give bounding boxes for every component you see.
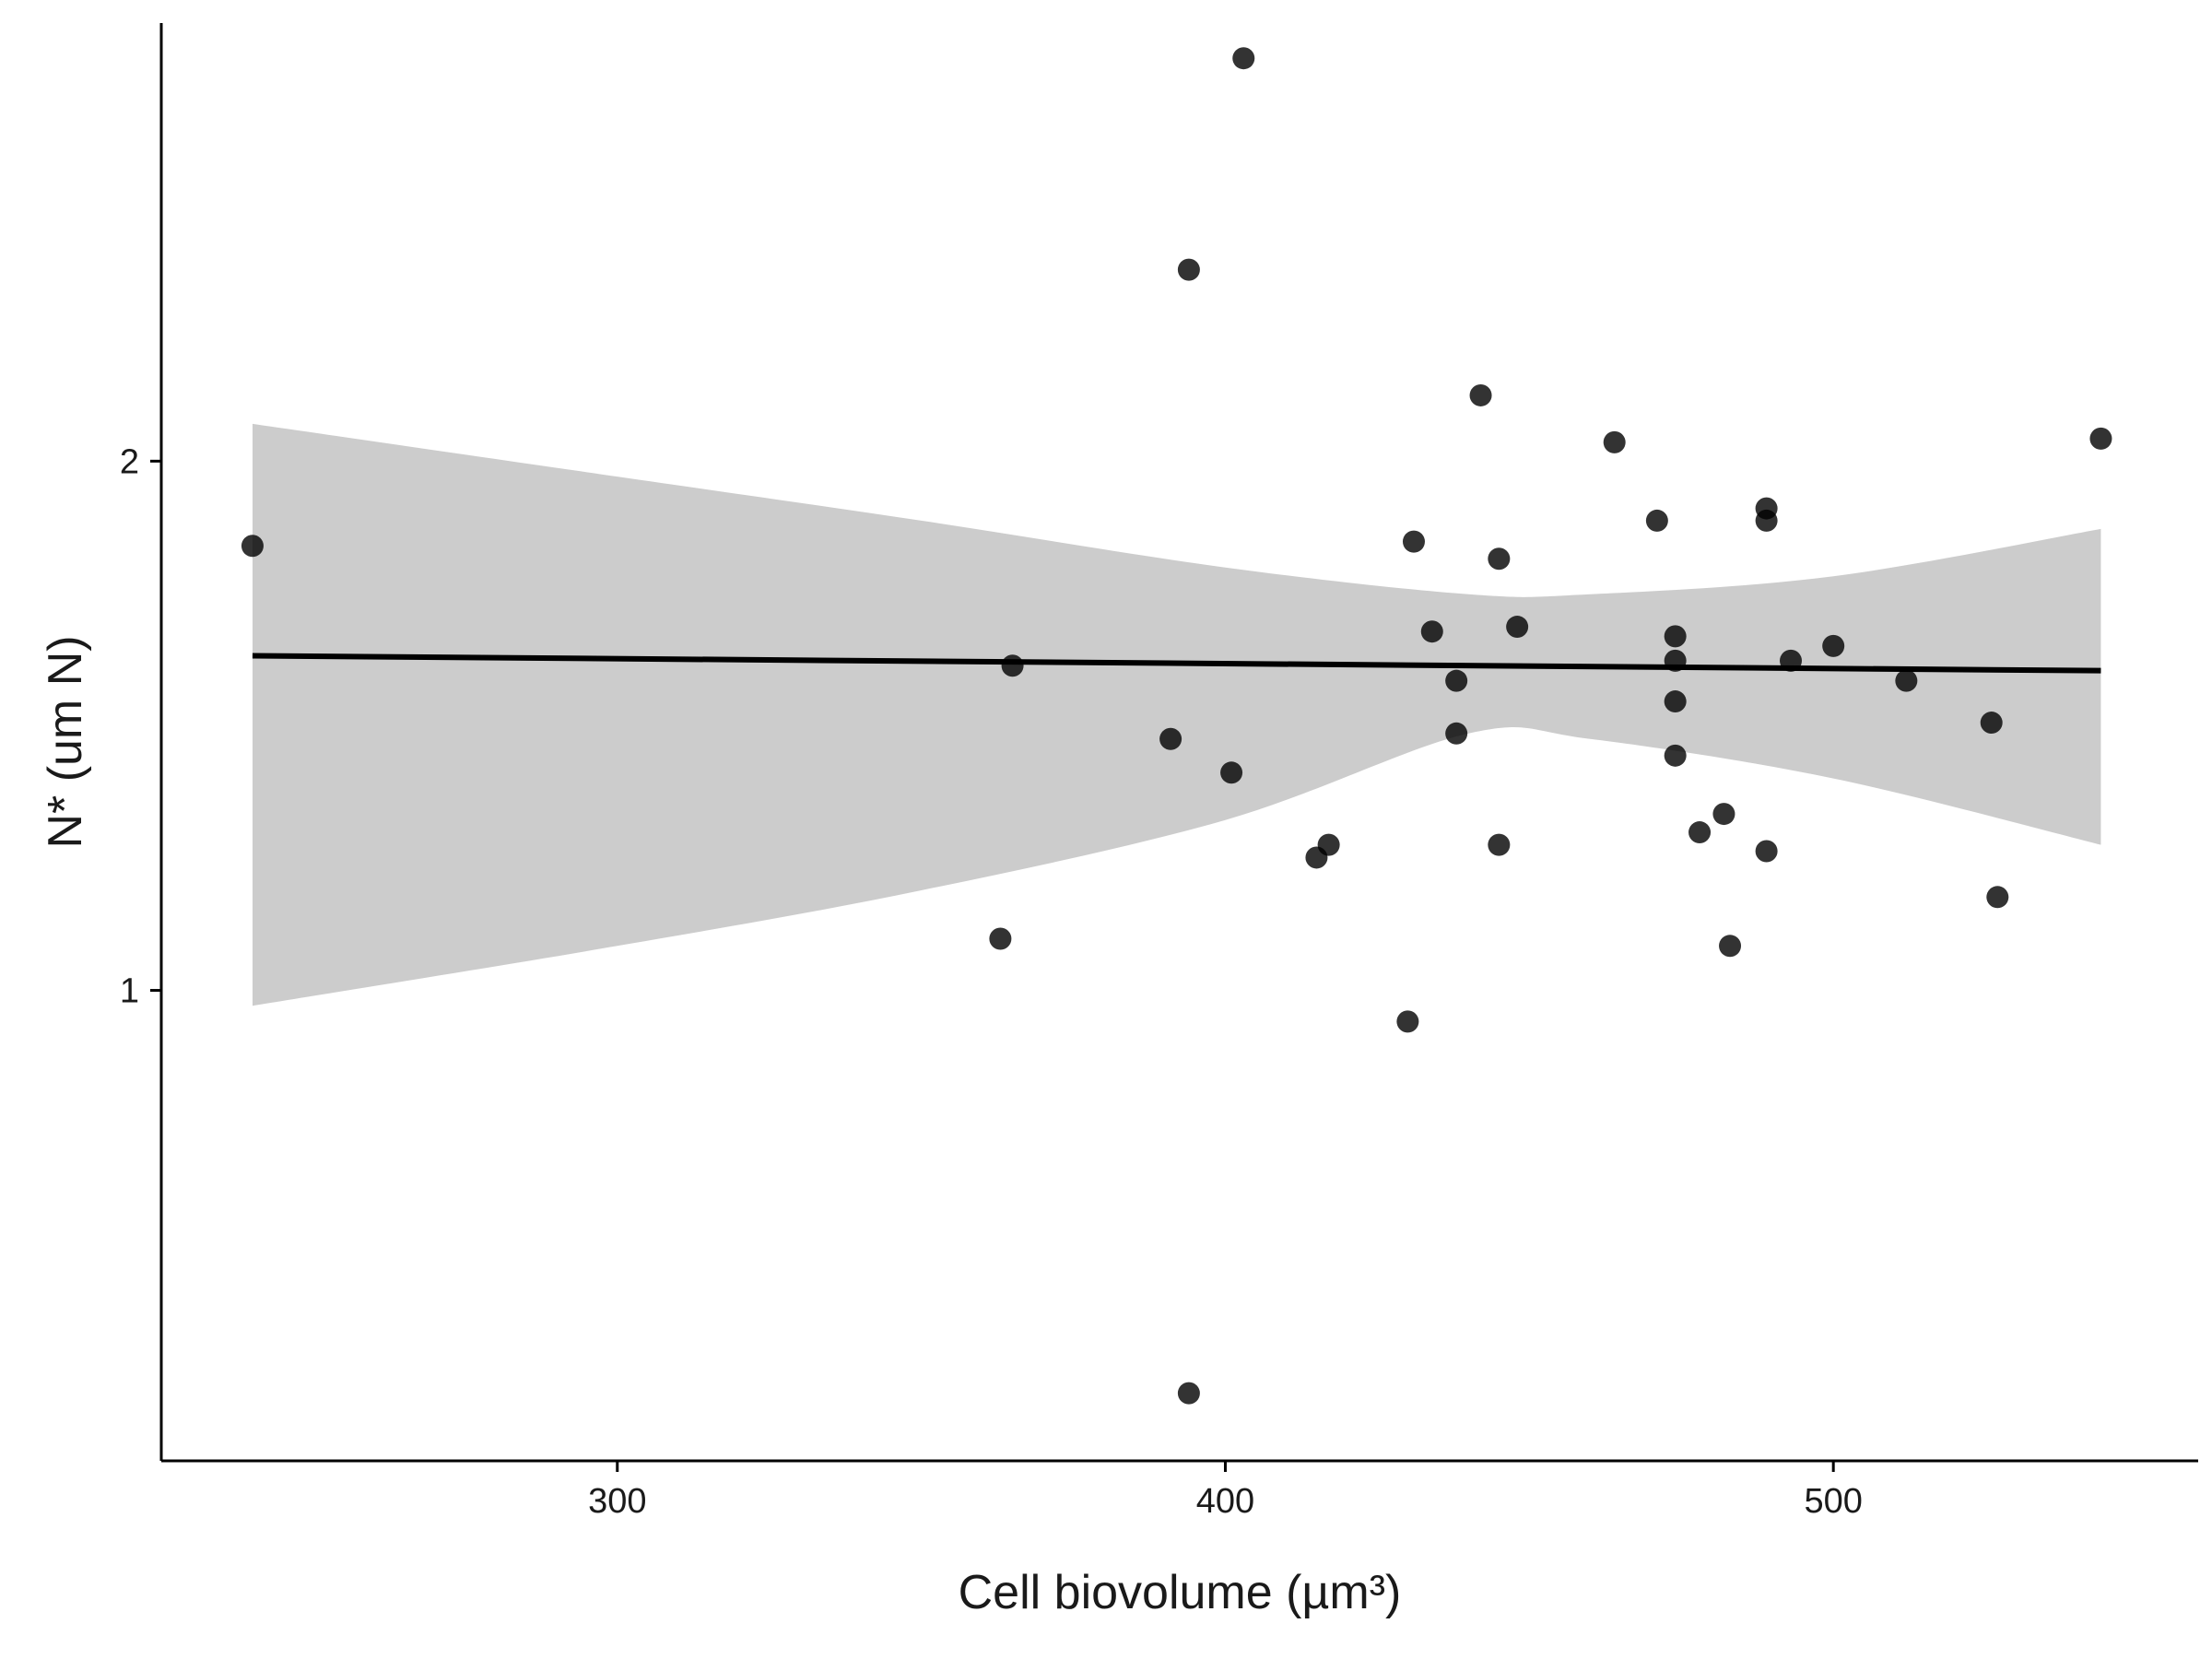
data-point [1220, 761, 1243, 784]
data-point [1232, 47, 1255, 70]
data-point [1895, 669, 1918, 692]
data-points-layer [241, 47, 2112, 1405]
data-point [1986, 886, 2009, 909]
y-axis-title: N* (um N) [39, 635, 92, 848]
data-point [1159, 727, 1182, 750]
data-point [1712, 803, 1735, 826]
data-point [1664, 744, 1687, 767]
data-point [1719, 935, 1742, 958]
x-axis-title: Cell biovolume (µm³) [959, 1566, 1402, 1619]
data-point [1317, 833, 1340, 856]
data-point [1645, 509, 1668, 532]
x-tick-label: 500 [1804, 1482, 1862, 1521]
data-point [1469, 383, 1492, 406]
data-point [1445, 669, 1468, 692]
data-point [1402, 530, 1425, 553]
data-point [1822, 634, 1845, 657]
data-point [1177, 258, 1200, 281]
data-point [241, 535, 264, 558]
data-point [1664, 625, 1687, 648]
x-tick-label: 300 [588, 1482, 646, 1521]
data-point [1688, 821, 1712, 844]
data-point [1488, 547, 1511, 571]
data-point [1755, 509, 1778, 532]
data-point [1664, 649, 1687, 672]
x-tick-label: 400 [1196, 1482, 1254, 1521]
data-point [989, 927, 1012, 950]
ticks-layer: 300 400 500 1 2 [120, 442, 1863, 1521]
data-point [1420, 620, 1443, 643]
y-tick-label: 1 [120, 972, 139, 1011]
data-point [1603, 430, 1626, 453]
y-tick-label: 2 [120, 442, 139, 481]
data-point [1396, 1010, 1419, 1033]
data-point [1001, 654, 1024, 677]
confidence-band-layer [253, 423, 2101, 1006]
data-point [1664, 690, 1687, 713]
data-point [1755, 840, 1778, 863]
data-point [1488, 833, 1511, 856]
confidence-band [253, 423, 2101, 1006]
data-point [1780, 649, 1802, 672]
data-point [1445, 722, 1468, 745]
data-point [1980, 712, 2003, 735]
axes-layer [159, 23, 2198, 1463]
data-point [1177, 1382, 1200, 1405]
data-point [1506, 616, 1529, 639]
data-point [2089, 427, 2112, 450]
